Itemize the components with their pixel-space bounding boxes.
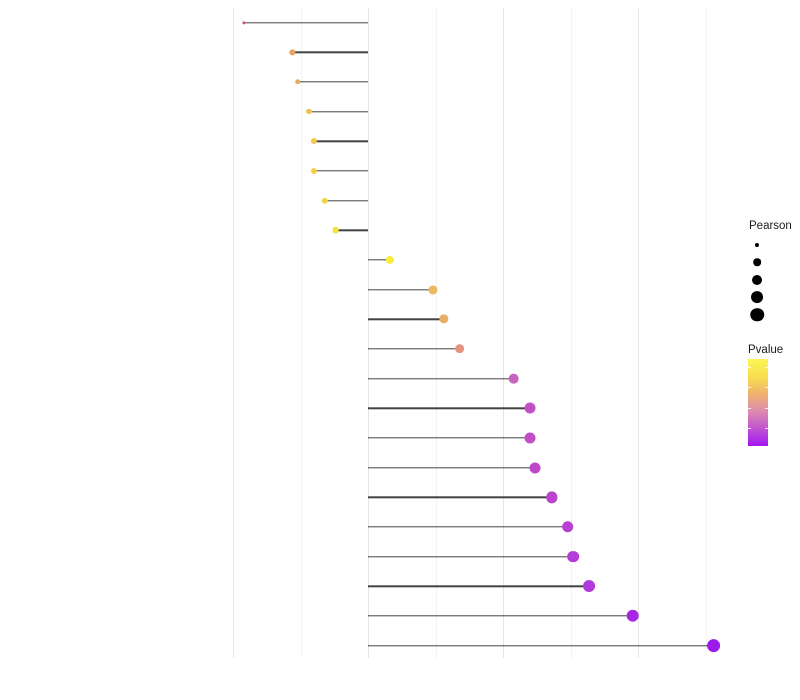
lollipop-stem — [335, 229, 368, 231]
lollipop-dot — [310, 167, 318, 174]
lollipop-dot — [385, 255, 394, 264]
lollipop-dot — [438, 314, 449, 324]
lollipop-dot — [524, 432, 536, 444]
lollipop-dot — [321, 197, 329, 204]
lollipop-stem — [368, 496, 552, 498]
lollipop-dot — [508, 373, 520, 384]
lollipop-stem — [368, 526, 568, 528]
pvalue-colorbar-tick — [765, 387, 768, 389]
pvalue-colorbar-tick — [748, 407, 751, 409]
size-legend-dot — [750, 307, 764, 322]
lollipop-stem — [368, 407, 530, 409]
lollipop-stem — [368, 259, 390, 261]
lollipop-stem — [308, 110, 368, 113]
pvalue-colorbar-tick — [765, 427, 768, 429]
pvalue-colorbar-tick — [748, 427, 751, 429]
pvalue-colorbar-tick — [765, 407, 768, 409]
lollipop-dot — [524, 402, 536, 414]
major-gridline — [233, 8, 234, 658]
lollipop-dot — [583, 580, 596, 593]
lollipop-dot — [454, 344, 465, 354]
major-gridline — [503, 8, 504, 658]
size-legend-dot — [754, 242, 760, 248]
lollipop-dot — [545, 491, 558, 503]
size-legend-dot — [752, 274, 762, 285]
lollipop-stem — [368, 615, 633, 617]
lollipop-dot — [529, 461, 541, 474]
color-legend-title: Pvalue — [748, 344, 784, 356]
lollipop-stem — [297, 81, 368, 83]
major-gridline — [638, 8, 639, 658]
minor-gridline — [300, 8, 302, 658]
lollipop-stem — [368, 377, 514, 380]
lollipop-dot — [242, 20, 246, 25]
lollipop-dot — [567, 550, 580, 563]
lollipop-stem — [368, 644, 714, 647]
lollipop-dot — [310, 138, 318, 145]
size-legend-dot — [753, 258, 761, 267]
lollipop-stem — [292, 51, 368, 53]
size-legend-dot — [751, 291, 763, 304]
lollipop-stem — [243, 21, 368, 24]
lollipop-stem — [324, 199, 368, 202]
size-legend-title: Pearson — [749, 220, 792, 232]
minor-gridline — [570, 8, 572, 658]
lollipop-dot — [289, 49, 296, 55]
lollipop-stem — [368, 555, 574, 558]
lollipop-stem — [368, 437, 530, 439]
minor-gridline — [435, 8, 437, 658]
major-gridline — [368, 8, 369, 658]
lollipop-stem — [368, 288, 433, 291]
lollipop-stem — [368, 585, 590, 587]
pvalue-colorbar-tick — [748, 387, 751, 389]
lollipop-stem — [314, 170, 368, 172]
lollipop-stem — [368, 348, 460, 350]
lollipop-stem — [368, 318, 444, 320]
minor-gridline — [705, 8, 707, 658]
lollipop-stem — [314, 140, 368, 142]
lollipop-dot — [562, 521, 574, 533]
lollipop-dot — [626, 609, 639, 623]
lollipop-dot — [332, 226, 339, 234]
pvalue-colorbar-tick — [748, 367, 751, 369]
pvalue-colorbar-tick — [765, 367, 768, 369]
lollipop-dot — [428, 284, 438, 295]
lollipop-dot — [305, 108, 312, 115]
lollipop-dot — [295, 79, 301, 85]
lollipop-stem — [368, 466, 536, 469]
pvalue-colorbar — [748, 359, 768, 446]
lollipop-dot — [706, 638, 721, 653]
